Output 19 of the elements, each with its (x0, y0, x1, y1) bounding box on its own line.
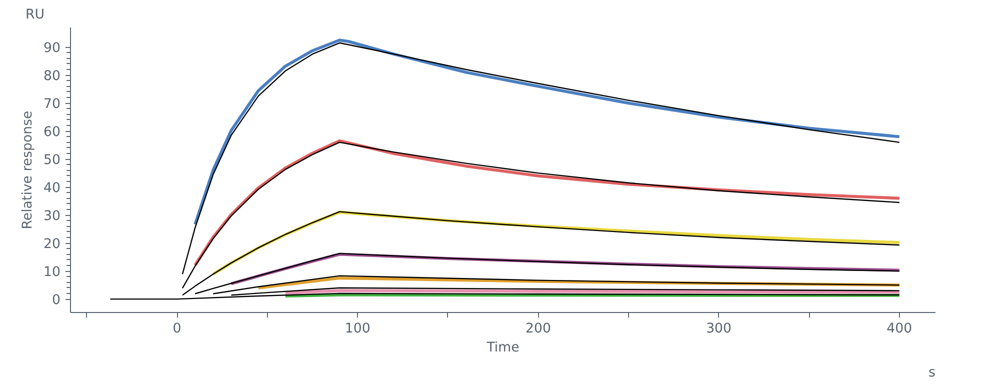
y-tick-label: 80 (44, 69, 61, 84)
y-tick-label: 10 (44, 265, 61, 280)
y-tick-label: 0 (52, 293, 61, 308)
y-tick-label: 20 (44, 237, 61, 252)
y-tick-label: 30 (44, 209, 61, 224)
y-tick-label: 40 (44, 181, 61, 196)
y-tick-label: 50 (44, 153, 61, 168)
y-tick-label: 70 (44, 97, 61, 112)
x-tick-label: 0 (172, 322, 182, 336)
x-tick-label: 300 (706, 322, 732, 336)
text: RU (26, 8, 45, 22)
x-axis-title: Time (486, 340, 520, 356)
x-tick-label: 400 (886, 322, 912, 336)
text: s (928, 366, 936, 380)
x-tick-label: 100 (344, 322, 370, 336)
y-tick-label: 90 (44, 41, 61, 56)
y-tick-label: 60 (44, 125, 61, 140)
x-tick-label: 200 (525, 322, 551, 336)
y-axis-title: Relative response (20, 110, 36, 230)
